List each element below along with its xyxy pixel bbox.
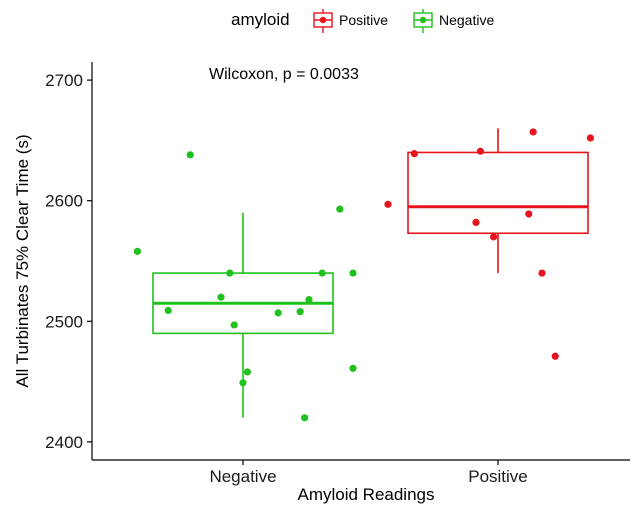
data-point-negative [296,308,304,316]
data-point-positive [490,233,498,241]
data-point-negative [243,368,251,376]
legend-key-point [319,16,327,24]
y-tick-label: 2500 [45,312,83,331]
data-point-negative [318,269,326,277]
data-point-negative [226,269,234,277]
data-point-negative [217,293,225,301]
jitter-points [133,128,595,422]
data-point-negative [230,321,238,329]
data-point-positive [551,352,559,360]
data-point-negative [274,309,282,317]
legend-label: Positive [339,12,388,28]
legend-entries: Positive Negative [313,9,494,33]
y-axis-title: All Turbinates 75% Clear Time (s) [13,134,32,387]
data-point-negative [349,364,357,372]
data-point-negative [133,247,141,255]
y-tick-label: 2600 [45,192,83,211]
legend-entry-negative: Negative [413,9,494,33]
data-point-negative [336,205,344,213]
box-negative [152,212,334,418]
box-positive [407,128,589,274]
y-tick-label: 2400 [45,433,83,452]
data-point-negative [164,306,172,315]
data-point-negative [349,269,357,277]
data-point-negative [301,414,309,422]
legend-title: amyloid [231,10,290,29]
data-point-positive [529,128,537,136]
y-axis-ticks: 2400 2500 2600 2700 [45,71,92,452]
data-point-positive [586,134,595,142]
data-point-positive [538,269,546,277]
x-tick-label: Negative [209,467,276,486]
data-point-negative [239,379,247,387]
data-point-positive [384,200,392,208]
x-tick-label: Positive [468,467,528,486]
wilcoxon-annotation: Wilcoxon, p = 0.0033 [209,66,359,83]
legend-entry-positive: Positive [313,9,388,33]
box-iqr [407,151,589,235]
data-point-positive [472,218,480,227]
y-tick-label: 2700 [45,71,83,90]
data-point-negative [186,151,194,159]
data-point-positive [410,150,418,158]
data-point-negative [305,295,313,304]
x-axis-ticks: Negative Positive [209,460,528,486]
box-plots [152,128,589,418]
legend-key-point [419,16,427,24]
data-point-positive [476,147,484,155]
data-point-positive [525,210,533,218]
legend: amyloid Positive Negative [231,9,494,33]
x-axis-title: Amyloid Readings [297,485,434,504]
legend-label: Negative [439,12,494,28]
